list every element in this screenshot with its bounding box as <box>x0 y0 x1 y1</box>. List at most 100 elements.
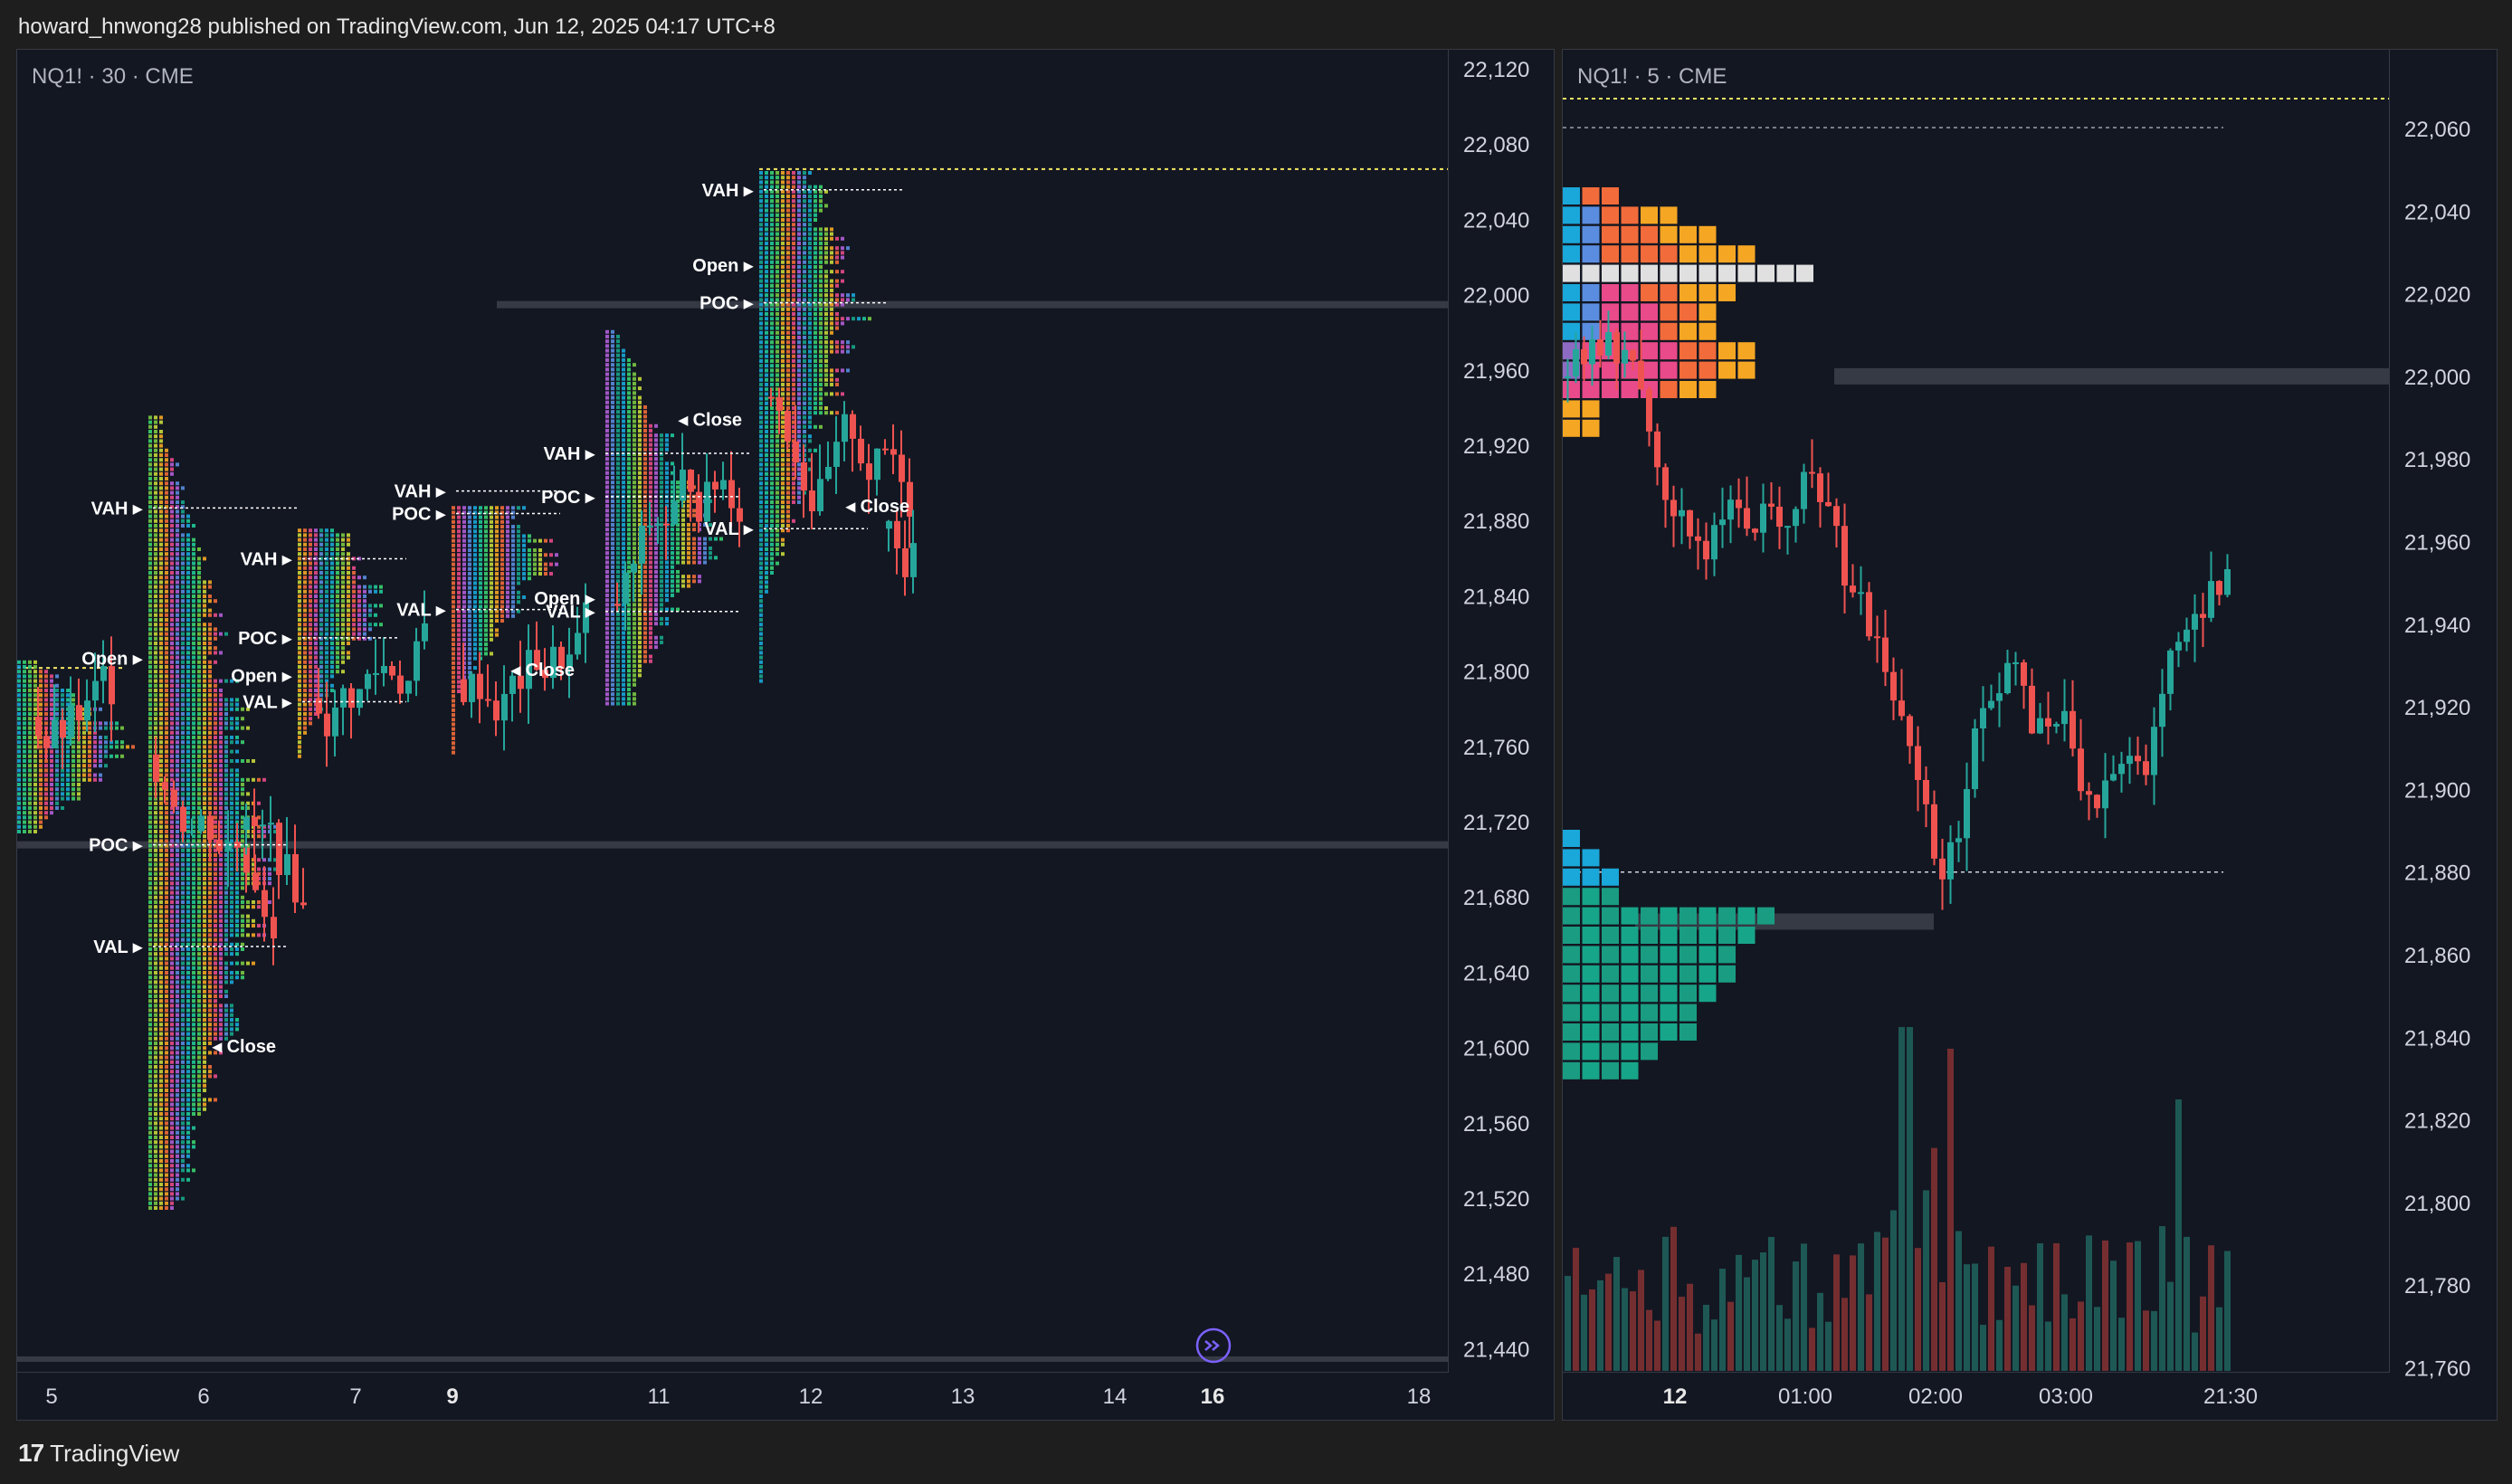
publisher-header: howard_hnwong28 published on TradingView… <box>18 14 775 39</box>
left-chart-pane[interactable]: VAH ▸ Open ▸ POC ▸ VAL ▸ ◂ Close VAH ▸ POC ▸ Op… <box>16 49 1555 1421</box>
price-tick-label: 21,900 <box>2404 778 2470 803</box>
level-label-close: ◂ Close <box>510 661 575 680</box>
time-tick-label: 01:00 <box>1778 1384 1832 1409</box>
level-label-val: VAL ▸ <box>546 603 595 623</box>
price-tick-label: 21,760 <box>1463 736 1529 760</box>
price-tick-label: 21,960 <box>2404 531 2470 556</box>
level-label-vah: VAH ▸ <box>544 444 595 464</box>
tpo-profile <box>298 528 383 758</box>
tradingview-logo-icon: 17 <box>18 1439 44 1467</box>
level-label-open: Open ▸ <box>81 650 143 670</box>
price-tick-label: 21,760 <box>2404 1357 2470 1382</box>
price-tick-label: 21,780 <box>2404 1274 2470 1298</box>
time-tick-label: 11 <box>648 1384 671 1409</box>
left-symbol-label: NQ1! · 30 · CME <box>32 64 194 89</box>
price-tick-label: 21,480 <box>1463 1262 1529 1287</box>
price-tick-label: 21,800 <box>2404 1192 2470 1216</box>
price-tick-label: 22,020 <box>2404 283 2470 308</box>
price-tick-label: 21,840 <box>1463 585 1529 609</box>
price-tick-label: 22,000 <box>2404 366 2470 390</box>
time-tick-label: 21:30 <box>2203 1384 2258 1409</box>
candle-group <box>461 583 589 751</box>
price-tick-label: 21,520 <box>1463 1187 1529 1212</box>
level-label-vah: VAH ▸ <box>702 181 754 201</box>
level-label-val: VAL ▸ <box>93 937 143 957</box>
price-tick-label: 21,940 <box>2404 614 2470 638</box>
candle-group <box>1565 310 2231 910</box>
time-tick-label: 13 <box>951 1384 975 1409</box>
candle-group <box>243 788 307 913</box>
level-label-open: Open ▸ <box>534 589 595 609</box>
level-label-close: ◂ Close <box>678 411 742 431</box>
price-tick-label: 22,040 <box>1463 208 1529 233</box>
time-tick-label: 12 <box>799 1384 823 1409</box>
price-tick-label: 21,560 <box>1463 1112 1529 1137</box>
price-tick-label: 21,920 <box>2404 696 2470 720</box>
price-tick-label: 22,040 <box>2404 200 2470 224</box>
price-tick-label: 21,800 <box>1463 661 1529 685</box>
goto-realtime-icon[interactable] <box>1195 1327 1232 1364</box>
time-tick-label: 14 <box>1103 1384 1128 1409</box>
left-chart-canvas[interactable]: VAH ▸ Open ▸ POC ▸ VAL ▸ ◂ Close VAH ▸ POC ▸ Op… <box>17 50 1554 1420</box>
time-tick-label: 9 <box>446 1384 458 1409</box>
footer-brand-label: TradingView <box>50 1439 180 1467</box>
level-label-vah: VAH ▸ <box>241 549 292 569</box>
price-tick-label: 21,880 <box>2404 861 2470 886</box>
left-time-axis[interactable]: 5 6 7 9 11 12 13 14 16 18 <box>17 1372 1449 1420</box>
level-label-open: Open ▸ <box>231 666 292 686</box>
price-tick-label: 21,440 <box>1463 1337 1529 1362</box>
time-tick-label: 03:00 <box>2039 1384 2093 1409</box>
tpo-profile <box>148 415 282 1210</box>
poc-extension-band <box>17 841 1449 849</box>
candle-group <box>768 387 913 548</box>
price-tick-label: 22,080 <box>1463 133 1529 157</box>
time-tick-label: 7 <box>349 1384 361 1409</box>
poc-extension-band <box>1834 367 2390 385</box>
right-price-scale[interactable]: 22,060 22,040 22,020 22,000 21,980 21,960 21,9… <box>2389 50 2497 1420</box>
price-tick-label: 22,120 <box>1463 58 1529 82</box>
level-label-poc: POC ▸ <box>699 294 754 314</box>
time-tick-label: 12 <box>1663 1384 1688 1409</box>
level-label-close: ◂ Close <box>212 1037 276 1057</box>
tpo-profile <box>759 171 871 683</box>
price-tick-label: 21,640 <box>1463 961 1529 985</box>
candle-group <box>316 590 428 767</box>
right-symbol-label: NQ1! · 5 · CME <box>1577 64 1727 89</box>
price-tick-label: 21,720 <box>1463 811 1529 835</box>
time-tick-label: 6 <box>197 1384 209 1409</box>
level-label-vah: VAH ▸ <box>91 499 143 518</box>
price-tick-label: 21,980 <box>2404 448 2470 472</box>
price-tick-label: 21,840 <box>2404 1026 2470 1051</box>
price-tick-label: 21,920 <box>1463 434 1529 459</box>
level-label-close: ◂ Close <box>845 497 909 517</box>
price-tick-label: 21,860 <box>2404 944 2470 968</box>
time-tick-label: 16 <box>1201 1384 1225 1409</box>
level-label-poc: POC ▸ <box>89 836 143 856</box>
level-label-vah: VAH ▸ <box>395 482 446 502</box>
candle-group <box>614 433 743 631</box>
right-time-axis[interactable]: 12 01:00 02:00 03:00 21:30 <box>1563 1372 2390 1420</box>
volume-bars <box>1565 1027 2231 1371</box>
poc-extension-band <box>497 300 1449 309</box>
footer-brand[interactable]: 17 TradingView <box>18 1439 179 1468</box>
price-tick-label: 21,960 <box>1463 359 1529 384</box>
chart-scrollbar[interactable] <box>17 1356 1449 1362</box>
left-price-scale[interactable]: 22,120 22,080 22,040 22,000 21,960 21,920 21,8… <box>1448 50 1554 1420</box>
level-label-val: VAL ▸ <box>243 693 292 713</box>
candle-group <box>153 737 277 966</box>
level-label-poc: POC ▸ <box>541 488 595 508</box>
candle-group <box>35 636 115 769</box>
tpo-profile <box>452 506 558 755</box>
level-label-poc: POC ▸ <box>392 505 446 525</box>
level-label-val: VAL ▸ <box>396 601 446 621</box>
level-label-val: VAL ▸ <box>704 519 754 539</box>
right-chart-pane[interactable]: NQ1! · 5 · CME 22,060 22,040 22,020 22,000 2… <box>1562 49 2498 1421</box>
level-label-open: Open ▸ <box>692 256 754 276</box>
price-tick-label: 21,880 <box>1463 509 1529 534</box>
right-chart-canvas[interactable] <box>1563 50 2497 1420</box>
tpo-profile <box>605 329 723 706</box>
price-tick-label: 21,600 <box>1463 1037 1529 1061</box>
time-tick-label: 02:00 <box>1908 1384 1963 1409</box>
tpo-profile <box>1563 830 1775 1080</box>
price-tick-label: 22,060 <box>2404 118 2470 142</box>
